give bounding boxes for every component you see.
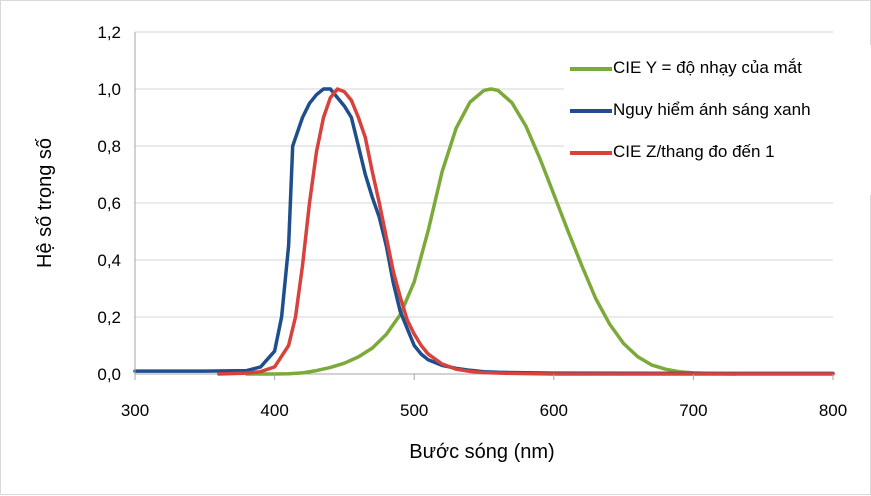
legend-entry-label: CIE Y = độ nhạy của mắt: [613, 58, 802, 77]
legend-entry-label: CIE Z/thang đo đến 1: [613, 142, 775, 161]
legend-background: [564, 45, 871, 195]
series-line-3: [217, 87, 835, 376]
x-tick-label: 300: [121, 401, 149, 420]
x-tick-label: 600: [540, 401, 568, 420]
y-tick-label: 0,8: [97, 137, 121, 156]
legend-entry-label: Nguy hiểm ánh sáng xanh: [613, 100, 811, 119]
y-tick-label: 0,2: [97, 308, 121, 327]
y-tick-label: 0,0: [97, 365, 121, 384]
y-tick-label: 0,6: [97, 194, 121, 213]
x-tick-label: 800: [819, 401, 847, 420]
axes: 0,0 0,2 0,4 0,6 0,8 1,0 1,2 300 400 500 600 700 800: [97, 23, 847, 420]
y-axis-title: Hệ số trọng số: [34, 138, 56, 268]
series-layer: [133, 87, 835, 376]
series-line-1: [244, 87, 738, 376]
y-tick-label: 1,0: [97, 80, 121, 99]
x-tick-label: 400: [260, 401, 288, 420]
x-tick-label: 500: [400, 401, 428, 420]
x-axis-title: Bước sóng (nm): [409, 441, 554, 463]
y-tick-label: 1,2: [97, 23, 121, 42]
legend: CIE Y = độ nhạy của mắt Nguy hiểm ánh sán…: [564, 45, 871, 195]
y-tick-label: 0,4: [97, 251, 121, 270]
x-tick-label: 700: [679, 401, 707, 420]
